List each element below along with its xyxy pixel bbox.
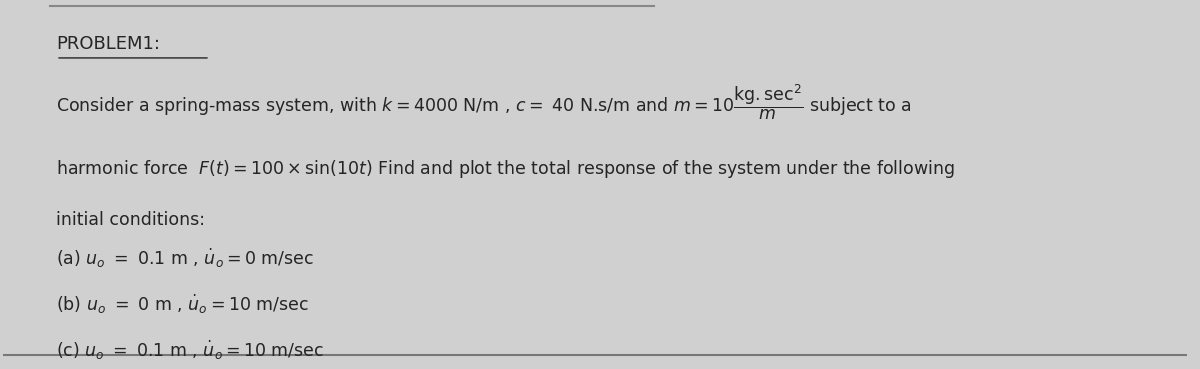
Text: Consider a spring-mass system, with $k = 4000$ N/m , $c =$ 40 N.s/m and $m = 10\: Consider a spring-mass system, with $k =… [56,83,912,123]
Text: (a) $u_o\ =\ 0.1$ m , $\dot{u}_o = 0$ m/sec: (a) $u_o\ =\ 0.1$ m , $\dot{u}_o = 0$ m/… [56,246,314,270]
Text: (c) $u_o\ =\ 0.1$ m , $\dot{u}_o = 10$ m/sec: (c) $u_o\ =\ 0.1$ m , $\dot{u}_o = 10$ m… [56,339,324,362]
Text: harmonic force  $F(t) = 100 \times \sin(10t)$ Find and plot the total response o: harmonic force $F(t) = 100 \times \sin(1… [56,158,955,180]
Text: initial conditions:: initial conditions: [56,211,205,229]
Text: (b) $u_o\ =\ 0$ m , $\dot{u}_o = 10$ m/sec: (b) $u_o\ =\ 0$ m , $\dot{u}_o = 10$ m/s… [56,293,308,316]
Text: PROBLEM1:: PROBLEM1: [56,35,160,53]
